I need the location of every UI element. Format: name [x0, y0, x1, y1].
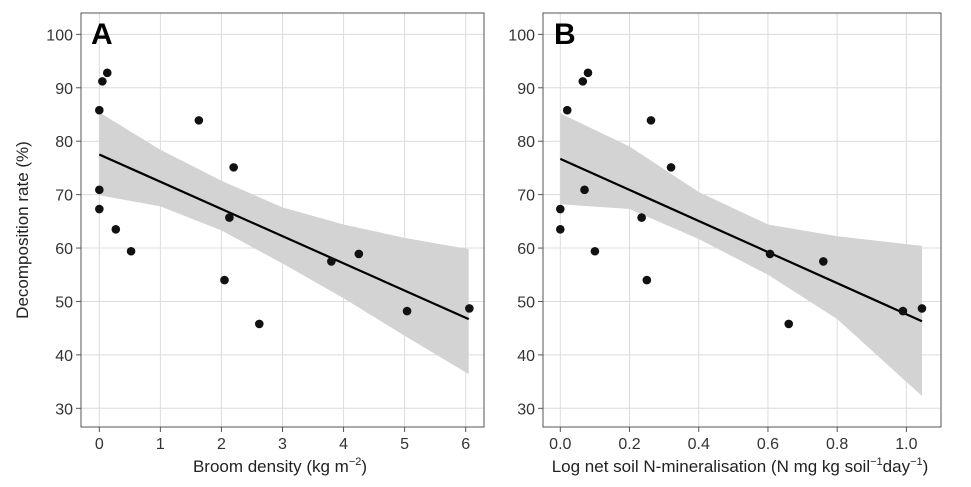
panel-b-point-8 — [642, 275, 652, 285]
panel-b-ytick-label-7: 100 — [508, 27, 535, 44]
panel-a-point-15 — [465, 304, 474, 313]
panel-a-ytick-label-7: 100 — [46, 27, 73, 44]
panel-b-xlabel-mid: day — [883, 457, 911, 476]
panel-b-xtick-label-3: 0.6 — [757, 436, 779, 453]
panel-a-point-2 — [102, 68, 112, 78]
panel-a-fit-line — [98, 153, 470, 321]
panel-a-xlabel-sup: −2 — [349, 456, 362, 468]
panel-b-xtick-label-1: 0.2 — [618, 436, 640, 453]
panel-b-xlabel-main: Log net soil N-mineralisation (N mg kg s… — [552, 457, 870, 476]
panel-a-point-4 — [95, 204, 104, 214]
panel-a-point-13 — [354, 249, 364, 259]
panel-a-y-ticks: 30 40 50 60 70 80 90 100 — [46, 27, 81, 418]
panel-b-point-6 — [590, 246, 600, 256]
panel-b-xtick-label-4: 0.8 — [826, 436, 848, 453]
panel-b-x-ticks: 0.0 0.2 0.4 0.6 0.8 1.0 — [549, 427, 918, 453]
panel-a-point-5 — [111, 225, 121, 234]
panel-b-xlabel-end: ) — [923, 457, 929, 476]
panel-a-point-12 — [327, 257, 336, 266]
panel-b-point-3 — [578, 77, 588, 86]
panel-a: 0 1 2 3 4 5 6 30 40 50 60 70 80 90 100 A Broom densit… — [46, 12, 485, 476]
panel-a-point-3 — [95, 185, 104, 195]
panel-b-ytick-label-6: 90 — [517, 81, 535, 98]
panel-b: 0.0 0.2 0.4 0.6 0.8 1.0 30 40 50 60 70 80 90 100 B L… — [508, 12, 942, 476]
panel-a-ytick-label-1: 40 — [55, 348, 73, 365]
panel-b-point-5 — [580, 185, 589, 195]
panel-b-ytick-label-0: 30 — [517, 401, 535, 418]
panel-a-xtick-label-2: 2 — [217, 436, 226, 453]
panel-a-point-1 — [98, 77, 107, 86]
panel-a-confidence-band — [99, 112, 469, 375]
panel-a-xtick-label-0: 0 — [95, 436, 104, 453]
panel-b-point-4 — [583, 68, 593, 78]
panel-b-xlabel-sup2: −1 — [910, 456, 923, 468]
panel-a-point-0 — [95, 105, 104, 115]
panel-b-y-ticks: 30 40 50 60 70 80 90 100 — [508, 27, 543, 418]
panel-b-xlabel-sup: −1 — [870, 456, 883, 468]
panel-a-ytick-label-0: 30 — [55, 401, 73, 418]
panel-b-point-2 — [562, 105, 572, 115]
panel-b-frame — [542, 12, 942, 428]
panel-a-points — [95, 68, 474, 329]
panel-a-xlabel-end: ) — [361, 457, 367, 476]
panel-a-xlabel-main: Broom density (kg m — [193, 457, 349, 476]
panel-a-point-8 — [229, 163, 238, 172]
panel-b-point-7 — [637, 213, 646, 222]
panel-a-x-axis-title: Broom density (kg m−2) — [193, 456, 367, 476]
y-axis-title: Decomposition rate (%) — [13, 141, 32, 319]
panel-a-x-ticks: 0 1 2 3 4 5 6 — [95, 427, 470, 453]
panel-b-xtick-label-5: 1.0 — [895, 436, 917, 453]
panel-a-xtick-label-6: 6 — [461, 436, 470, 453]
panel-b-ytick-label-1: 40 — [517, 348, 535, 365]
panel-a-ytick-label-3: 60 — [55, 241, 73, 258]
panel-a-xtick-label-1: 1 — [156, 436, 165, 453]
panel-a-ytick-label-2: 50 — [55, 294, 73, 311]
panel-a-point-11 — [254, 319, 264, 329]
panel-b-confidence-band — [560, 113, 922, 397]
panel-b-xtick-label-0: 0.0 — [549, 436, 571, 453]
panel-b-point-14 — [898, 306, 908, 316]
panel-a-xtick-label-3: 3 — [278, 436, 287, 453]
panel-a-point-14 — [402, 306, 412, 316]
panel-b-point-11 — [765, 249, 775, 259]
panel-b-xtick-label-2: 0.4 — [688, 436, 710, 453]
panel-b-point-10 — [666, 163, 676, 172]
panel-a-point-10 — [220, 275, 229, 285]
panel-b-point-15 — [917, 304, 927, 313]
panel-b-ytick-label-2: 50 — [517, 294, 535, 311]
panel-b-point-13 — [819, 257, 828, 266]
panel-b-ytick-label-3: 60 — [517, 241, 535, 258]
panel-b-point-9 — [646, 116, 656, 125]
panel-a-point-7 — [194, 116, 204, 125]
panel-b-point-12 — [784, 319, 794, 329]
panel-b-ytick-label-5: 80 — [517, 134, 535, 151]
panel-b-x-axis-title: Log net soil N-mineralisation (N mg kg s… — [552, 456, 929, 476]
panel-a-xtick-label-4: 4 — [339, 436, 348, 453]
panel-b-point-0 — [556, 204, 565, 214]
panel-a-point-6 — [126, 246, 136, 256]
panel-a-ytick-label-6: 90 — [55, 81, 73, 98]
panel-b-point-1 — [556, 225, 565, 234]
panel-a-point-9 — [225, 213, 234, 222]
panel-a-xtick-label-5: 5 — [400, 436, 409, 453]
panel-b-ytick-label-4: 70 — [517, 188, 535, 205]
panel-b-fit-line — [559, 157, 923, 323]
panel-a-ytick-label-4: 70 — [55, 188, 73, 205]
panel-a-ytick-label-5: 80 — [55, 134, 73, 151]
panel-a-letter: A — [91, 18, 113, 51]
panel-b-letter: B — [554, 18, 576, 51]
panel-b-points — [556, 68, 927, 329]
